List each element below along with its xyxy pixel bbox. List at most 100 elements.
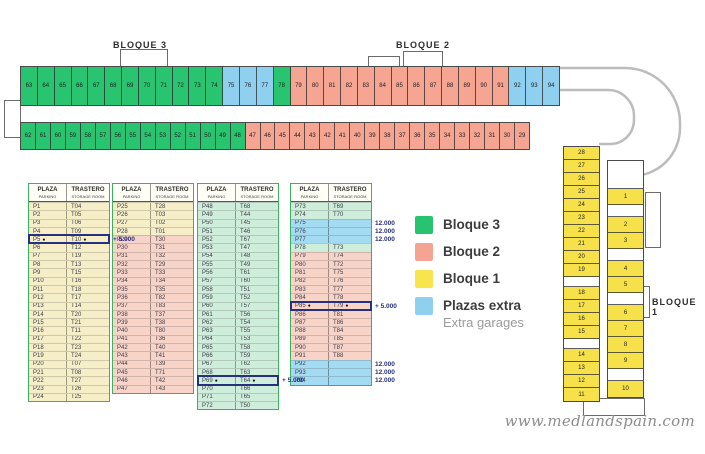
stall-5: 5 xyxy=(608,277,643,293)
stall-65: 65 xyxy=(54,67,72,105)
table-row: P49 T44 xyxy=(198,210,278,219)
stall-36: 36 xyxy=(410,123,426,149)
stall-38: 38 xyxy=(380,123,396,149)
table-row: P64 T53 xyxy=(198,334,278,344)
stall-81: 81 xyxy=(324,67,342,105)
stall-93: 93 xyxy=(526,67,544,105)
stall-75: 75 xyxy=(223,67,240,105)
storage-cell xyxy=(608,249,643,261)
stall-26: 26 xyxy=(564,173,599,186)
stall-92: 92 xyxy=(509,67,527,105)
price-note: 12.000 xyxy=(375,360,395,368)
table-row: P4 T09 xyxy=(29,226,109,236)
table-row: P24 T25 xyxy=(29,392,109,402)
table-row: P60 T57 xyxy=(198,301,278,310)
storage-cell xyxy=(608,161,643,189)
table-row: P46 T42 xyxy=(113,376,193,385)
stall-50: 50 xyxy=(200,123,216,149)
table-row: P92 12.000 xyxy=(291,359,395,368)
price-note: 12.000 xyxy=(375,227,395,235)
price-note: + 5.000 xyxy=(375,302,397,310)
stall-71: 71 xyxy=(155,67,173,105)
stall-70: 70 xyxy=(138,67,156,105)
plan-entry-left xyxy=(4,100,21,138)
table-row: P30 T31 xyxy=(113,243,193,252)
stall-25: 25 xyxy=(564,186,599,199)
stall-77: 77 xyxy=(256,67,274,105)
table-header: PLAZA PARKING TRASTERO STORAGE ROOM xyxy=(29,184,109,202)
table-row: P53 T47 xyxy=(198,243,278,252)
table-row: P7 T19 xyxy=(29,251,109,261)
stall-17: 17 xyxy=(564,300,599,313)
stall-57: 57 xyxy=(95,123,111,149)
stall-87: 87 xyxy=(425,67,443,105)
table-row: P63 T55 xyxy=(198,326,278,335)
stall-4: 4 xyxy=(608,261,643,277)
stall-10: 10 xyxy=(608,381,643,397)
storage-cell xyxy=(608,293,643,305)
table-row: P93 12.000 xyxy=(291,367,395,377)
table-row: P86 T81 xyxy=(291,309,371,319)
table-row: P9 T15 xyxy=(29,268,109,277)
stall-41: 41 xyxy=(335,123,351,149)
stall-80: 80 xyxy=(307,67,325,105)
stall-76: 76 xyxy=(239,67,257,105)
table-row: P21 T08 xyxy=(29,367,109,377)
table-row: P3 T06 xyxy=(29,218,109,227)
ramp-curve xyxy=(558,66,682,178)
stall-23: 23 xyxy=(564,212,599,225)
plazas-extra-swatch-icon xyxy=(415,297,433,315)
table-row: P54 T48 xyxy=(198,251,278,261)
table-row: P39 T38 xyxy=(113,318,193,327)
stall-7: 7 xyxy=(608,321,643,337)
stall-84: 84 xyxy=(374,67,392,105)
legend-item-bloque3: Bloque 3 xyxy=(415,216,524,234)
table-row: P31 T32 xyxy=(113,251,193,261)
plan-exit-bottom xyxy=(583,398,645,416)
table-row: P44 T39 xyxy=(113,359,193,368)
stall-28: 28 xyxy=(564,147,599,160)
table-row: P70 T66 xyxy=(198,384,278,393)
table-row: P5 ● T10 ● + 5.000 xyxy=(28,234,135,245)
table-header: PLAZA PARKING TRASTERO STORAGE ROOM xyxy=(198,184,278,202)
bloque2-swatch-icon xyxy=(415,243,433,261)
table-row: P2 T05 xyxy=(29,210,109,219)
table-row: P62 T54 xyxy=(198,318,278,327)
table-row: P43 T41 xyxy=(113,351,193,360)
table-row: P12 T17 xyxy=(29,293,109,302)
table-row: P13 T14 xyxy=(29,301,109,310)
table-row: P77 12.000 xyxy=(291,235,395,244)
table-row: P76 12.000 xyxy=(291,226,395,236)
table-row: P15 T21 xyxy=(29,318,109,327)
bloque3-swatch-icon xyxy=(415,216,433,234)
table-row: P78 T73 xyxy=(291,243,371,252)
stall-47: 47 xyxy=(245,123,261,149)
stall-19: 19 xyxy=(564,264,599,277)
stall-29: 29 xyxy=(514,123,529,149)
table-row: P72 T50 xyxy=(198,401,278,410)
stall-32: 32 xyxy=(470,123,486,149)
stall-68: 68 xyxy=(105,67,123,105)
table-row: P88 T84 xyxy=(291,326,371,335)
legend-label: Bloque 1 xyxy=(443,271,501,286)
stall-21: 21 xyxy=(564,238,599,251)
stall-20: 20 xyxy=(564,251,599,264)
stall-55: 55 xyxy=(125,123,141,149)
legend: Bloque 3 Bloque 2 Bloque 1 Plazas extra … xyxy=(415,216,524,340)
stall-33: 33 xyxy=(455,123,471,149)
stall-91: 91 xyxy=(492,67,510,105)
table-row: P66 T59 xyxy=(198,351,278,360)
price-note: 12.000 xyxy=(375,368,395,376)
price-note: 12.000 xyxy=(375,219,395,227)
stall-40: 40 xyxy=(350,123,366,149)
stall-12: 12 xyxy=(564,375,599,388)
table-row: P85 ● T79 ● + 5.000 xyxy=(290,300,397,311)
table-header: PLAZA PARKING TRASTERO STORAGE ROOM xyxy=(113,184,193,202)
stall-35: 35 xyxy=(425,123,441,149)
stall-9: 9 xyxy=(608,353,643,369)
table-row: P80 T72 xyxy=(291,260,371,269)
table-row: P75 12.000 xyxy=(291,218,395,227)
table-row: P94 12.000 xyxy=(291,376,395,385)
table-row: P41 T36 xyxy=(113,334,193,344)
